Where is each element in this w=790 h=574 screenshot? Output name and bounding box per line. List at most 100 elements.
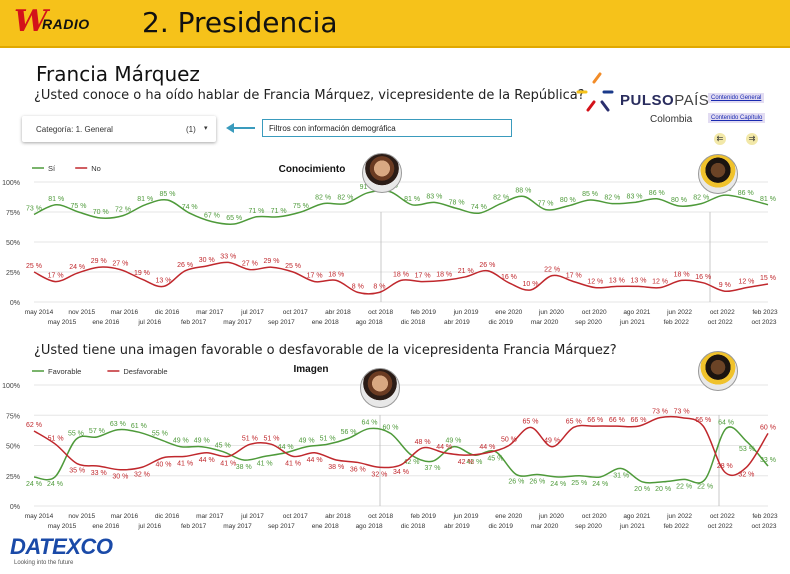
general-content-link[interactable]: Contenido General	[708, 93, 765, 103]
data-label: 42 %	[466, 459, 482, 466]
x-tick-label: jun 2020	[538, 309, 564, 316]
data-label: 26 %	[508, 479, 524, 486]
x-tick-label: oct 2022	[710, 309, 735, 316]
data-label: 49 %	[299, 438, 315, 445]
data-label: 83 %	[627, 193, 643, 200]
x-tick-label: oct 2018	[368, 513, 393, 520]
data-label: 20 %	[655, 486, 671, 493]
data-label: 45 %	[487, 456, 503, 463]
data-label: 41 %	[220, 460, 236, 467]
portrait-marta-lucia-icon	[360, 368, 400, 408]
x-tick-label: feb 2017	[181, 319, 207, 326]
data-label: 37 %	[424, 465, 440, 472]
x-tick-label: ene 2016	[92, 523, 119, 530]
data-label: 18 %	[393, 271, 409, 278]
brand-logo-radio: RADIO	[42, 16, 90, 32]
data-label: 45 %	[215, 443, 231, 450]
x-tick-label: mar 2017	[196, 513, 224, 520]
x-tick-label: jun 2021	[619, 319, 645, 326]
x-tick-label: oct 2017	[283, 309, 308, 316]
x-tick-label: ago 2018	[356, 523, 383, 530]
next-icon[interactable]: ⇉	[746, 133, 758, 145]
data-label: 65 %	[566, 418, 582, 425]
subject-name: Francia Márquez	[36, 62, 200, 86]
x-tick-label: abr 2018	[325, 309, 351, 316]
y-tick-label: 50%	[6, 444, 20, 451]
data-label: 49 %	[173, 438, 189, 445]
x-tick-label: jul 2017	[240, 513, 264, 520]
question-1: ¿Usted conoce o ha oído hablar de Franci…	[34, 88, 585, 103]
data-label: 36 %	[350, 466, 366, 473]
x-tick-label: may 2017	[223, 319, 252, 326]
data-label: 77 %	[538, 201, 554, 208]
data-label: 66 %	[587, 417, 603, 424]
data-label: 24 %	[550, 481, 566, 488]
data-label: 26 %	[529, 479, 545, 486]
data-label: 56 %	[341, 429, 357, 436]
category-filter-dropdown[interactable]: Categoría: 1. General (1) ▾	[22, 116, 216, 142]
data-label: 57 %	[89, 428, 105, 435]
data-label: 44 %	[436, 444, 452, 451]
data-label: 12 %	[738, 279, 754, 286]
data-label: 73 %	[652, 409, 668, 416]
x-tick-label: dic 2016	[155, 513, 180, 520]
series-line	[33, 426, 769, 484]
data-label: 42 %	[458, 459, 474, 466]
data-label: 82 %	[337, 195, 353, 202]
data-label: 66 %	[609, 417, 625, 424]
data-label: 82 %	[493, 195, 509, 202]
x-tick-label: nov 2015	[68, 309, 95, 316]
x-tick-label: oct 2022	[708, 523, 733, 530]
data-label: 73 %	[674, 409, 690, 416]
data-label: 75 %	[293, 203, 309, 210]
x-tick-label: jul 2017	[240, 309, 264, 316]
x-tick-label: feb 2023	[752, 513, 778, 520]
data-label: 15 %	[760, 275, 776, 282]
data-label: 13 %	[630, 277, 646, 284]
data-label: 80 %	[560, 197, 576, 204]
x-tick-label: feb 2022	[664, 319, 690, 326]
data-label: 22 %	[544, 267, 560, 274]
x-tick-label: jun 2022	[666, 309, 692, 316]
x-tick-label: ene 2018	[312, 523, 339, 530]
y-tick-label: 50%	[6, 240, 20, 247]
data-label: 81 %	[760, 196, 776, 203]
data-label: 71 %	[271, 208, 287, 215]
data-label: 44 %	[199, 457, 215, 464]
x-tick-label: oct 2020	[582, 309, 607, 316]
x-tick-label: sep 2020	[575, 319, 602, 326]
x-tick-label: oct 2017	[283, 513, 308, 520]
previous-icon[interactable]: ⇇	[714, 133, 726, 145]
data-label: 66 %	[630, 417, 646, 424]
data-label: 16 %	[501, 274, 517, 281]
data-label: 21 %	[458, 268, 474, 275]
x-tick-label: sep 2017	[268, 523, 295, 530]
data-label: 55 %	[68, 430, 84, 437]
data-label: 62 %	[26, 422, 42, 429]
x-tick-label: jun 2021	[619, 523, 645, 530]
x-tick-label: sep 2017	[268, 319, 295, 326]
x-tick-label: jul 2016	[137, 319, 161, 326]
portrait-marta-lucia-icon	[362, 153, 402, 193]
filter-label: Categoría: 1. General	[36, 125, 113, 134]
x-tick-label: may 2015	[48, 319, 77, 326]
x-tick-label: oct 2018	[368, 309, 393, 316]
x-tick-label: dic 2016	[155, 309, 180, 316]
data-label: 81 %	[404, 196, 420, 203]
chapter-content-link[interactable]: Contenido Capítulo	[708, 113, 766, 123]
x-tick-label: may 2014	[25, 513, 54, 520]
data-label: 65 %	[523, 418, 539, 425]
x-tick-label: ago 2021	[623, 309, 650, 316]
data-label: 28 %	[717, 463, 733, 470]
data-label: 78 %	[449, 199, 465, 206]
data-label: 55 %	[152, 430, 168, 437]
data-label: 38 %	[328, 464, 344, 471]
data-label: 13 %	[156, 277, 172, 284]
data-label: 72 %	[115, 207, 131, 214]
data-label: 32 %	[738, 471, 754, 478]
data-label: 24 %	[592, 481, 608, 488]
x-tick-label: dic 2018	[401, 319, 426, 326]
data-label: 49 %	[194, 438, 210, 445]
x-tick-label: may 2014	[25, 309, 54, 316]
